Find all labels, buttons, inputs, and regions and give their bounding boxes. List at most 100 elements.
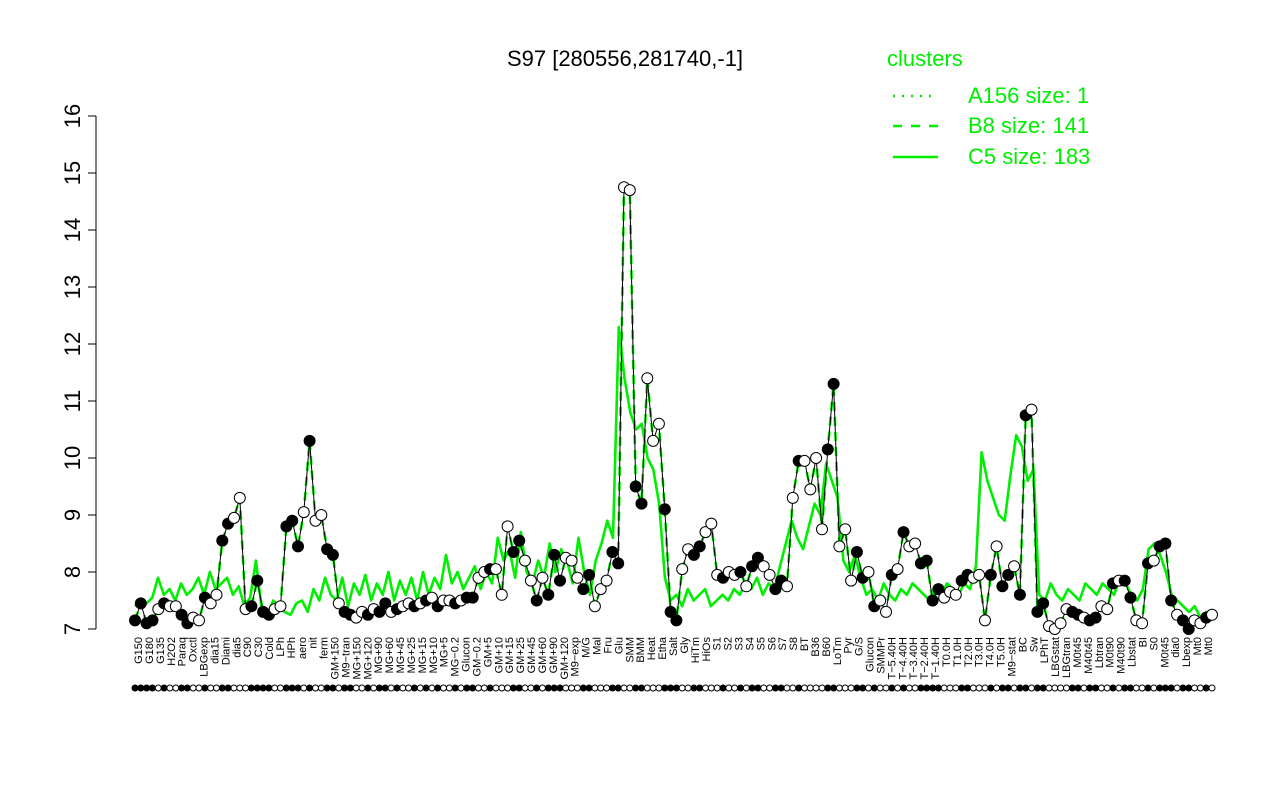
data-point <box>169 600 182 613</box>
rug-mark <box>882 684 890 692</box>
data-point <box>251 574 264 587</box>
data-point <box>513 534 526 547</box>
data-point <box>1124 591 1137 604</box>
rug-mark <box>1010 684 1018 692</box>
rug-mark <box>317 684 325 692</box>
rug-mark <box>195 684 203 692</box>
data-point <box>996 580 1009 593</box>
data-point <box>845 574 858 587</box>
data-point <box>804 483 817 496</box>
rug-mark <box>608 684 616 692</box>
data-point <box>757 560 770 573</box>
data-point <box>425 591 438 604</box>
rug-mark <box>306 684 314 692</box>
data-point <box>129 614 141 627</box>
rug-mark <box>1051 684 1059 692</box>
x-tick-label: T−5.40H <box>886 637 898 680</box>
rug-mark <box>632 684 640 692</box>
x-tick-label: dia0 <box>1170 637 1182 658</box>
rug-mark <box>352 684 360 692</box>
x-tick-label: MG+45 <box>395 637 407 673</box>
x-tick-label: Glu <box>613 637 625 654</box>
rug-mark <box>282 684 290 692</box>
data-point <box>600 574 613 587</box>
data-point <box>274 600 287 613</box>
x-tick-label: M0t90 <box>1105 637 1117 668</box>
rug-mark <box>946 684 954 692</box>
rug-mark <box>795 684 803 692</box>
rug-mark <box>1063 684 1070 692</box>
data-point <box>233 491 246 504</box>
x-tick-label: GM+15 <box>504 637 516 673</box>
x-tick-label: S6 <box>766 637 778 650</box>
rug-mark <box>504 684 512 692</box>
x-tick-label: Etha <box>657 636 669 660</box>
rug-mark <box>376 684 383 692</box>
rug-mark <box>661 684 669 692</box>
x-tick-label: BI <box>1138 637 1150 647</box>
rug-mark <box>323 684 331 692</box>
data-point <box>973 568 986 581</box>
y-tick-label: 15 <box>60 161 85 185</box>
data-point <box>763 568 776 581</box>
data-point <box>798 454 811 467</box>
data-point <box>920 554 933 567</box>
x-tick-label: LPhT <box>1039 637 1051 664</box>
data-point <box>571 571 584 584</box>
rug-mark <box>981 684 989 692</box>
data-point <box>751 551 764 564</box>
rug-mark <box>643 684 651 692</box>
data-point <box>1147 554 1160 567</box>
rug-mark <box>818 684 826 692</box>
rug-mark <box>1074 684 1082 692</box>
rug-mark <box>294 684 302 692</box>
rug-mark <box>370 684 378 692</box>
rug-mark <box>579 684 587 692</box>
rug-mark <box>754 684 762 692</box>
data-point <box>519 554 531 567</box>
x-tick-label: G135 <box>155 637 167 664</box>
x-tick-label: G/S <box>854 637 866 656</box>
rug-mark <box>1022 684 1030 692</box>
x-tick-label: H2O2 <box>166 637 178 666</box>
rug-mark <box>649 684 657 692</box>
rug-mark <box>277 684 284 692</box>
rug-mark <box>713 684 721 692</box>
data-point <box>623 184 636 197</box>
rug-mark <box>917 684 925 692</box>
y-tick-label: 16 <box>60 104 85 128</box>
rug-mark <box>131 684 139 692</box>
rug-mark <box>667 684 675 692</box>
rug-mark <box>841 684 849 692</box>
rug-mark <box>329 684 337 692</box>
rug-mark <box>381 684 389 692</box>
x-tick-label: G150 <box>133 637 145 664</box>
rug-mark <box>1068 684 1076 692</box>
data-point <box>548 548 561 561</box>
rug-mark <box>1039 684 1047 692</box>
rug-mark <box>288 684 296 692</box>
rug-mark <box>475 684 482 692</box>
rug-mark <box>812 684 820 692</box>
data-point <box>373 605 386 618</box>
data-point <box>297 506 310 519</box>
rug-mark <box>463 684 471 692</box>
data-point <box>880 605 892 618</box>
x-tick-label: GM+25 <box>515 637 527 673</box>
rug-mark <box>1167 684 1175 692</box>
x-tick-label: BT <box>799 637 811 651</box>
rug-mark <box>1156 684 1164 692</box>
x-tick-label: B36 <box>810 637 822 657</box>
rug-mark <box>806 684 814 692</box>
rug-mark <box>900 684 907 692</box>
rug-mark <box>224 684 232 692</box>
x-tick-label: dia15 <box>209 637 221 664</box>
data-point <box>1037 597 1050 610</box>
legend-label-c5: C5 size: 183 <box>968 144 1090 169</box>
x-tick-label: Heat <box>646 637 658 660</box>
rug-mark <box>189 684 197 692</box>
data-point <box>769 583 782 596</box>
rug-mark <box>556 684 564 692</box>
data-point <box>1101 603 1114 616</box>
data-point <box>332 597 345 610</box>
